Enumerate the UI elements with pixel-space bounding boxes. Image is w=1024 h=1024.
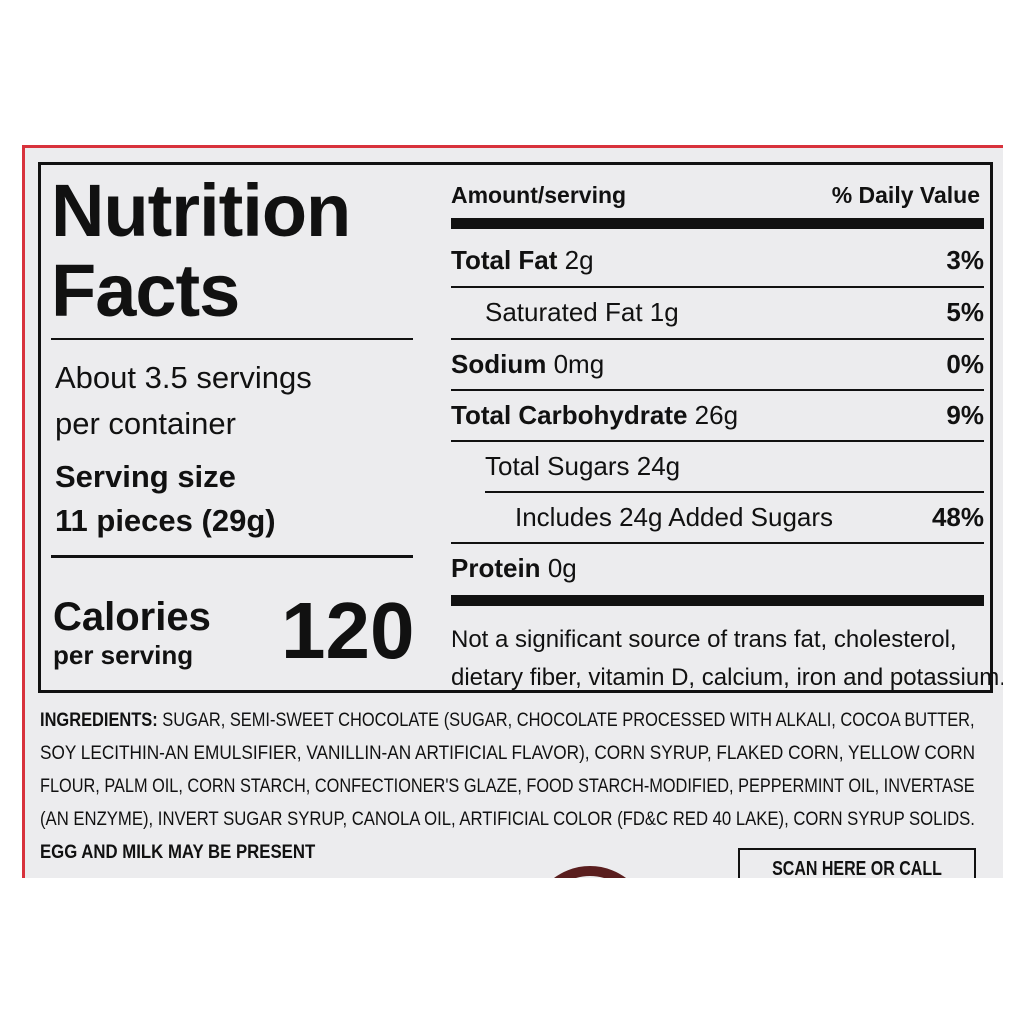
footnote: Not a significant source of trans fat, c… [451,621,1003,697]
servings-per-container: About 3.5 servings per container [55,355,312,447]
nutrient-amount: 0g [547,553,577,583]
ingredients-row: (AN ENZYME), INVERT SUGAR SYRUP, CANOLA … [40,803,980,836]
nutrient-amount: 1g [649,297,679,327]
divider [451,338,984,340]
title-line-1: Nutrition [51,169,351,252]
ingredients-row: SOY LECITHIN-AN EMULSIFIER, VANILLIN-AN … [40,737,980,770]
footnote-line-2: dietary fiber, vitamin D, calcium, iron … [451,664,1003,691]
scan-box: SCAN HERE OR CALL FOR [738,848,976,878]
serving-size: Serving size 11 pieces (29g) [55,455,276,543]
ingredients: INGREDIENTS: SUGAR, SEMI-SWEET CHOCOLATE… [40,704,980,869]
nutrient-name: Protein [451,553,541,583]
amount-header: Amount/serving [451,182,627,208]
divider [451,389,984,391]
nutrient-dv: 0% [946,349,984,379]
ingredients-row: EGG AND MILK MAY BE PRESENT [40,836,980,869]
allergen-statement: EGG AND MILK MAY BE PRESENT [40,841,316,863]
ingredients-line: (AN ENZYME), INVERT SUGAR SYRUP, CANOLA … [40,808,975,830]
title-line-2: Facts [51,249,240,332]
nutrient-row: Includes 24g Added Sugars 48% [451,492,984,543]
divider [451,542,984,544]
ingredients-first-line: INGREDIENTS: SUGAR, SEMI-SWEET CHOCOLATE… [40,704,975,737]
nutrient-dv: 48% [931,502,984,532]
nutrient-name: Sodium [451,349,547,379]
calories-sub: per serving [53,640,194,670]
servings-line-1: About 3.5 servings [55,360,312,395]
nutrient-name: Includes 24g Added Sugars [515,502,834,532]
serving-size-label: Serving size [55,459,236,494]
nutrient-row: Total Sugars 24g [451,441,984,492]
nutrient-row: Total Fat 2g 3% [451,235,984,286]
nutrition-label: Nutrition Facts About 3.5 servings per con… [22,145,1003,878]
calories-value: 120 [281,586,415,675]
ingredients-line: SOY LECITHIN-AN EMULSIFIER, VANILLIN-AN … [40,742,976,764]
nutrient-amount: 24g [636,451,681,481]
title: Nutrition Facts [51,169,351,332]
thick-rule [451,218,984,229]
nutrient-amount: 26g [694,400,739,430]
nutrient-name: Total Fat [451,245,558,275]
nutrient-dv: 9% [946,400,984,430]
nutrient-name: Saturated Fat [485,297,643,327]
servings-line-2: per container [55,406,236,441]
nutrient-name: Total Carbohydrate [451,400,688,430]
footnote-line-1: Not a significant source of trans fat, c… [451,626,957,653]
divider [451,440,984,442]
ingredients-row: FLOUR, PALM OIL, CORN STARCH, CONFECTION… [40,770,980,803]
divider [51,555,413,558]
ingredients-label: INGREDIENTS: [40,709,158,731]
divider [451,286,984,288]
thick-rule [451,595,984,606]
nutrient-name: Total Sugars [485,451,630,481]
nutrient-row: Sodium 0mg 0% [451,339,984,390]
ingredients-line: SUGAR, SEMI-SWEET CHOCOLATE (SUGAR, CHOC… [157,709,975,731]
ingredients-line: FLOUR, PALM OIL, CORN STARCH, CONFECTION… [40,775,975,797]
nutrient-amount: 0mg [553,349,605,379]
nutrient-row: Protein 0g [451,543,984,594]
scan-box-text: SCAN HERE OR CALL FOR [772,858,942,878]
nutrient-row: Total Carbohydrate 26g 9% [451,390,984,441]
daily-value-header: % Daily Value [831,182,980,208]
ingredients-row: INGREDIENTS: SUGAR, SEMI-SWEET CHOCOLATE… [40,704,980,737]
divider [485,491,984,493]
nutrient-amount: 2g [564,245,594,275]
serving-size-value: 11 pieces (29g) [55,503,276,538]
nutrient-dv: 5% [946,297,984,327]
divider [51,338,413,340]
nutrient-dv: 3% [946,245,984,275]
nutrition-facts-panel: Nutrition Facts About 3.5 servings per con… [38,162,1003,693]
nutrient-row: Saturated Fat 1g 5% [451,287,984,338]
calories-label: Calories [53,595,211,639]
